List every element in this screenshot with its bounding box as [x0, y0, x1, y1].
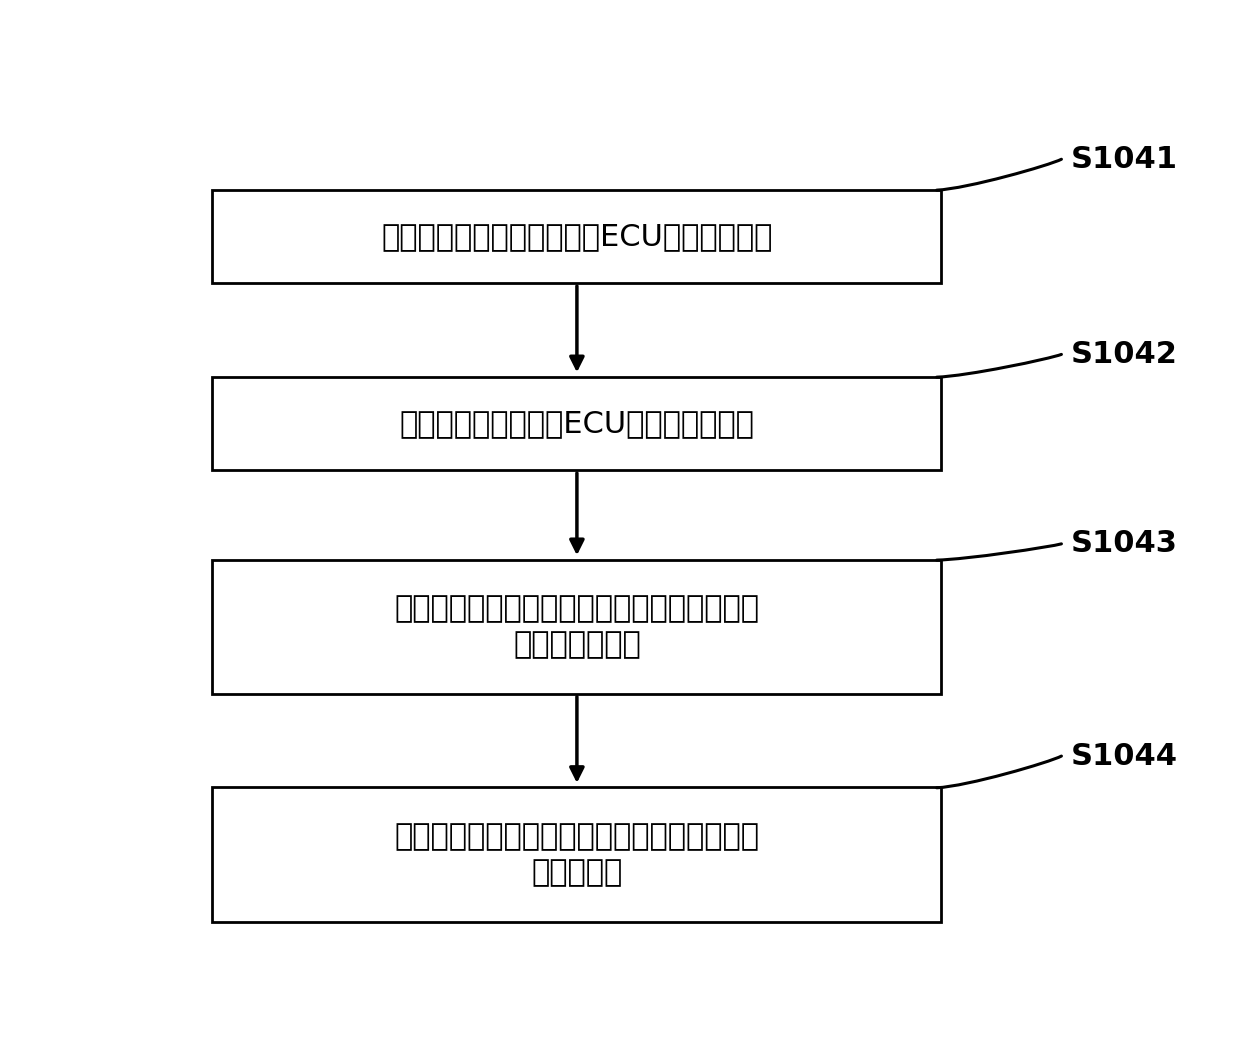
- Bar: [213, 190, 942, 283]
- Bar: [213, 560, 942, 694]
- Text: 将该标定代码替换为下载的该刷写文件中对应: 将该标定代码替换为下载的该刷写文件中对应: [395, 822, 759, 851]
- Text: S1041: S1041: [1071, 145, 1179, 174]
- Bar: [213, 377, 942, 470]
- Text: S1043: S1043: [1071, 529, 1177, 559]
- Text: S1044: S1044: [1071, 741, 1179, 771]
- Text: 的目标代码: 的目标代码: [531, 859, 623, 887]
- Text: 刷写的标定代码: 刷写的标定代码: [513, 630, 641, 660]
- Text: 读取存储在该电子控制单元ECU中的程序代码: 读取存储在该电子控制单元ECU中的程序代码: [381, 222, 773, 251]
- Text: 根据该第二刷写参数在该程序代码中定位需要: 根据该第二刷写参数在该程序代码中定位需要: [395, 593, 759, 623]
- Text: 获取该电子控制单元ECU的第二刷写参数: 获取该电子控制单元ECU的第二刷写参数: [400, 409, 754, 438]
- Text: S1042: S1042: [1071, 340, 1177, 369]
- Bar: [213, 788, 942, 922]
